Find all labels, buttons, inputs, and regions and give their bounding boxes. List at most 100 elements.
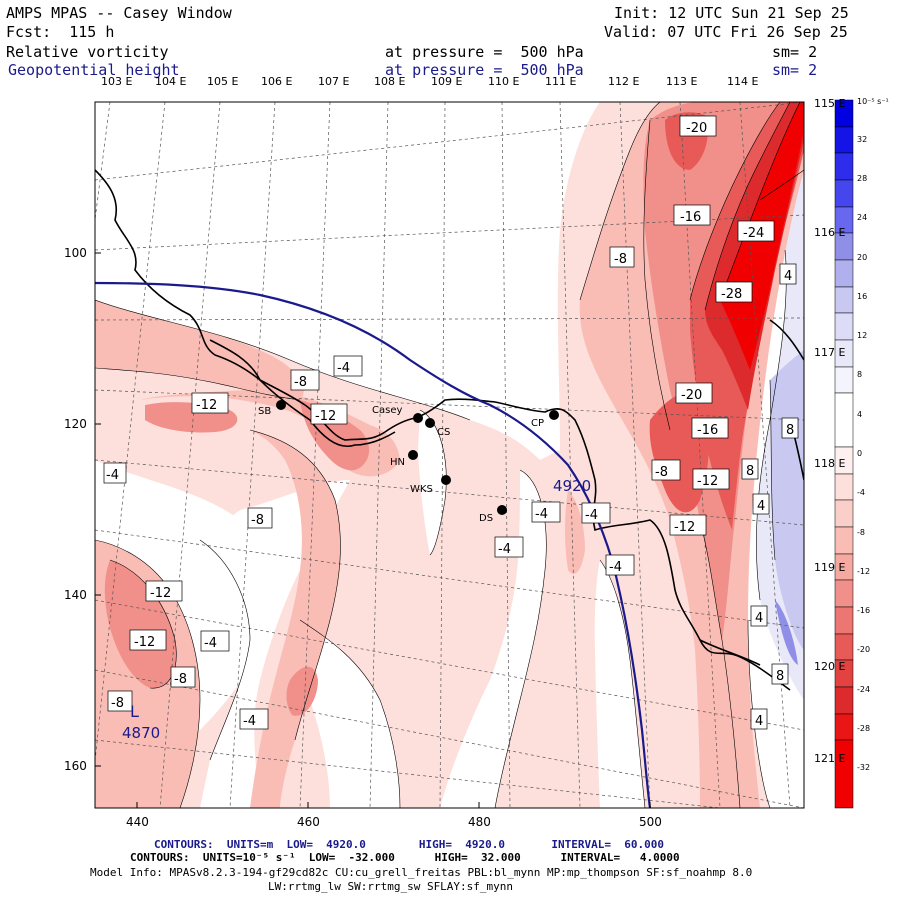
- contour-label: -28: [715, 281, 753, 303]
- svg-text:-12: -12: [674, 520, 695, 535]
- contour-label: -12: [129, 629, 167, 651]
- white-gap: [200, 480, 350, 808]
- contour-label: -20: [675, 382, 713, 404]
- station-dot-WKS: [441, 475, 451, 485]
- svg-text:4: 4: [784, 269, 792, 284]
- colorbar-label: 12: [857, 331, 868, 340]
- lon-label-right: 117 E: [814, 346, 846, 359]
- station-dot-DS: [497, 505, 507, 515]
- svg-text:-8: -8: [174, 672, 187, 687]
- contour-label: -8: [651, 459, 681, 481]
- footer-model-info-2: LW:rrtmg_lw SW:rrtmg_sw SFLAY:sf_mynn: [268, 880, 514, 893]
- colorbar-label: 16: [857, 292, 868, 301]
- axis-ticks: [95, 252, 651, 808]
- white-gap: [95, 102, 560, 380]
- lon-label: 107 E: [318, 75, 350, 88]
- colorbar-label: -12: [857, 567, 871, 576]
- lon-label-right: 120 E: [814, 660, 846, 673]
- contour-label: -12: [145, 580, 183, 602]
- station-label: WKS: [410, 484, 433, 495]
- contour-label: 8: [781, 417, 799, 439]
- lon-label-right: 115 E: [814, 97, 846, 110]
- contour-label: 4: [752, 493, 770, 515]
- lon-label-right: 118 E: [814, 457, 846, 470]
- contour-label: 4: [750, 605, 768, 627]
- svg-text:-4: -4: [106, 468, 119, 483]
- station-label: Casey: [372, 405, 402, 416]
- svg-text:-16: -16: [680, 210, 701, 225]
- colorbar-label: -24: [857, 685, 871, 694]
- height-label: 4870: [122, 724, 160, 742]
- colorbar: [834, 99, 854, 809]
- svg-text:8: 8: [786, 423, 794, 438]
- lon-label: 113 E: [666, 75, 698, 88]
- y-axis-label: 140: [64, 588, 87, 602]
- contour-label: -12: [669, 514, 707, 536]
- svg-text:4: 4: [755, 714, 763, 729]
- y-axis-label: 160: [64, 759, 87, 773]
- colorbar-label: -20: [857, 645, 871, 654]
- contour-label: -4: [333, 355, 363, 377]
- height-label: 4920: [553, 477, 591, 495]
- lon-label: 106 E: [261, 75, 293, 88]
- svg-text:8: 8: [776, 669, 784, 684]
- svg-text:8: 8: [746, 464, 754, 479]
- white-gap: [95, 460, 130, 530]
- station-markers: [276, 400, 559, 515]
- colorbar-label: 0: [857, 449, 863, 458]
- station-dot-CP: [549, 410, 559, 420]
- colorbar-label: -32: [857, 763, 871, 772]
- station-dot-HN: [408, 450, 418, 460]
- footer-height-contours: CONTOURS: UNITS=m LOW= 4920.0 HIGH= 4920…: [154, 838, 664, 851]
- lon-label: 105 E: [207, 75, 239, 88]
- station-label: CS: [437, 427, 450, 438]
- svg-text:-4: -4: [535, 507, 548, 522]
- lon-label: 104 E: [155, 75, 187, 88]
- neg-vorticity-region: [104, 560, 177, 689]
- lon-label: 110 E: [488, 75, 520, 88]
- svg-text:-4: -4: [204, 636, 217, 651]
- contour-label: 4: [750, 708, 768, 730]
- colorbar-label: 8: [857, 370, 863, 379]
- neg-vorticity-region: [95, 300, 304, 400]
- contour-label: -12: [191, 392, 229, 414]
- neg-vorticity-region: [286, 666, 318, 716]
- field2-level: at pressure = 500 hPa: [385, 61, 584, 79]
- svg-text:-12: -12: [697, 474, 718, 489]
- station-label: DS: [479, 513, 493, 524]
- svg-text:-8: -8: [111, 696, 124, 711]
- contour-label: -16: [691, 417, 729, 439]
- colorbar-label: -16: [857, 606, 871, 615]
- lon-label: 108 E: [374, 75, 406, 88]
- lon-label-right: 119 E: [814, 561, 846, 574]
- svg-text:-20: -20: [686, 121, 707, 136]
- x-axis-label: 440: [126, 815, 149, 829]
- colorbar-label: 24: [857, 213, 868, 222]
- colorbar-label: 20: [857, 253, 868, 262]
- contour-label: -8: [107, 690, 133, 712]
- station-label: HN: [390, 457, 405, 468]
- neg-vorticity-region: [250, 430, 341, 808]
- contour-label: -8: [247, 507, 273, 529]
- contour-label: -12: [692, 468, 730, 490]
- colorbar-label: 32: [857, 135, 868, 144]
- svg-text:-8: -8: [614, 252, 627, 267]
- station-dot-CS: [425, 418, 435, 428]
- vorticity-contours: [95, 102, 804, 808]
- station-dot-SB: [276, 400, 286, 410]
- svg-text:-16: -16: [697, 423, 718, 438]
- y-axis-label: 120: [64, 417, 87, 431]
- contour-label: 8: [741, 458, 759, 480]
- contour-label: -24: [737, 220, 775, 242]
- white-gap: [298, 620, 400, 808]
- forecast-hour: Fcst: 115 h: [6, 23, 115, 41]
- field2-name: Geopotential height: [8, 61, 180, 79]
- contour-label: -4: [200, 630, 230, 652]
- x-axis-label: 460: [297, 815, 320, 829]
- contour-label: -16: [673, 204, 711, 226]
- lon-label: 112 E: [608, 75, 640, 88]
- svg-text:4: 4: [755, 611, 763, 626]
- svg-text:-24: -24: [743, 226, 764, 241]
- neg-vorticity-region: [565, 490, 585, 574]
